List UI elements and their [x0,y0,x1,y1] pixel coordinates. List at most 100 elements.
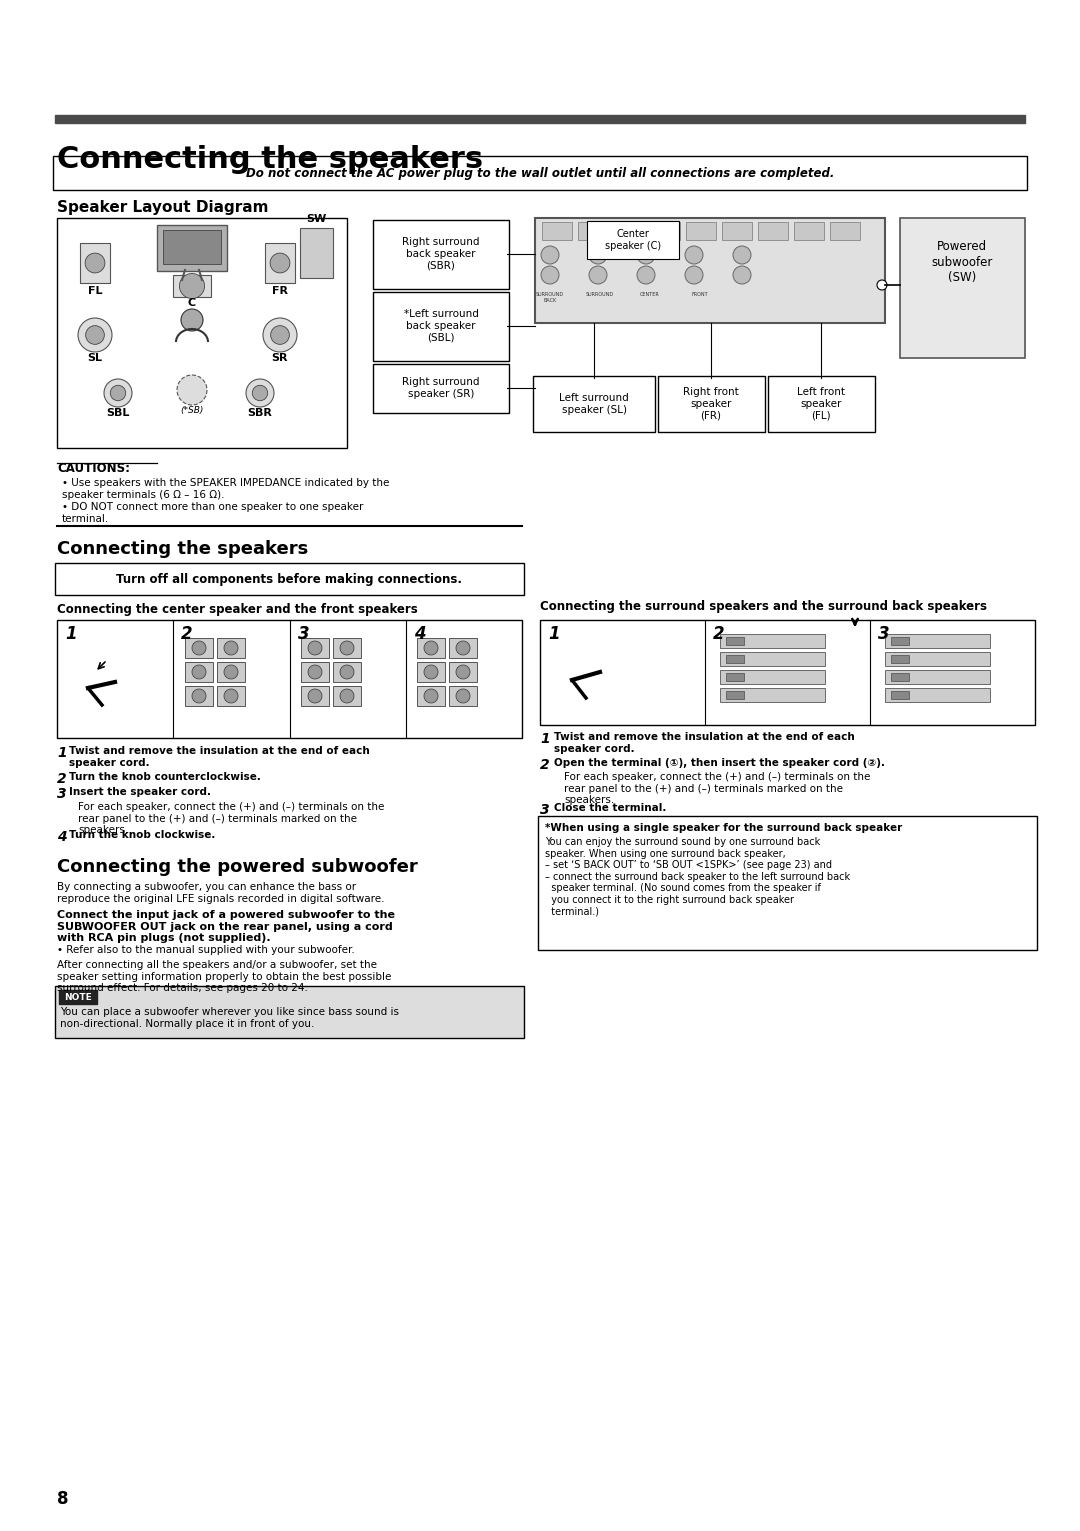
Text: Speaker Layout Diagram: Speaker Layout Diagram [57,201,269,214]
Circle shape [456,664,470,680]
Circle shape [177,375,207,406]
Text: SURROUND
BACK: SURROUND BACK [536,292,564,303]
Bar [726,637,744,645]
Bar [185,686,213,706]
Text: • DO NOT connect more than one speaker to one speaker
terminal.: • DO NOT connect more than one speaker t… [62,502,363,524]
Circle shape [270,253,289,273]
Text: FRONT: FRONT [691,292,708,297]
Bar [726,655,744,663]
Text: 2: 2 [713,625,725,643]
Circle shape [224,641,238,655]
Circle shape [85,253,105,273]
Circle shape [192,664,206,680]
Bar [265,243,295,283]
Bar [163,230,221,263]
Text: NOTE: NOTE [64,992,92,1001]
Bar [80,243,110,283]
Circle shape [685,246,703,263]
Circle shape [685,266,703,283]
Bar [57,620,522,738]
Text: Open the terminal (①), then insert the speaker cord (②).: Open the terminal (①), then insert the s… [554,758,885,769]
Bar [831,222,860,240]
FancyBboxPatch shape [55,563,524,596]
Bar [333,661,361,681]
Circle shape [78,318,112,352]
Text: 4: 4 [57,830,67,844]
Bar [185,661,213,681]
Text: Connecting the center speaker and the front speakers: Connecting the center speaker and the fr… [57,603,418,615]
Text: SURROUND: SURROUND [586,292,615,297]
Circle shape [104,380,132,407]
Circle shape [308,641,322,655]
Text: Connecting the surround speakers and the surround back speakers: Connecting the surround speakers and the… [540,600,987,612]
Bar [417,638,445,658]
Text: Connecting the speakers: Connecting the speakers [57,145,483,175]
Text: Twist and remove the insulation at the end of each
speaker cord.: Twist and remove the insulation at the e… [69,746,369,767]
Text: 2: 2 [57,772,67,785]
Bar [185,638,213,658]
Bar [686,222,716,240]
Text: Connecting the powered subwoofer: Connecting the powered subwoofer [57,857,418,876]
Bar [59,991,97,1004]
Circle shape [340,641,354,655]
Bar [540,620,1035,726]
Text: Powered
subwoofer
(SW): Powered subwoofer (SW) [931,240,993,283]
Text: You can place a subwoofer wherever you like since bass sound is
non-directional.: You can place a subwoofer wherever you l… [60,1007,399,1029]
FancyBboxPatch shape [373,220,509,289]
Bar [333,686,361,706]
Text: 3: 3 [57,787,67,801]
Text: SR: SR [272,354,288,363]
Circle shape [424,664,438,680]
Text: Left surround
speaker (SL): Left surround speaker (SL) [559,393,629,415]
Bar [726,674,744,681]
Bar [333,638,361,658]
Text: 1: 1 [548,625,559,643]
Bar [891,655,909,663]
Bar [301,638,329,658]
Text: Close the terminal.: Close the terminal. [554,802,666,813]
Bar [57,217,347,449]
Text: 3: 3 [297,625,309,643]
Circle shape [308,664,322,680]
Text: Connecting the speakers: Connecting the speakers [57,540,308,557]
Text: 2: 2 [540,758,550,772]
Text: By connecting a subwoofer, you can enhance the bass or
reproduce the original LF: By connecting a subwoofer, you can enhan… [57,882,384,903]
Text: SBR: SBR [247,407,272,418]
Text: Twist and remove the insulation at the end of each
speaker cord.: Twist and remove the insulation at the e… [554,732,854,753]
FancyBboxPatch shape [373,292,509,361]
Bar [578,222,608,240]
Circle shape [424,641,438,655]
FancyBboxPatch shape [373,364,509,413]
Bar [449,686,477,706]
Circle shape [340,664,354,680]
Text: 8: 8 [57,1490,68,1508]
Bar [720,652,825,666]
Text: Connect the input jack of a powered subwoofer to the
SUBWOOFER OUT jack on the r: Connect the input jack of a powered subw… [57,909,395,943]
Text: Right surround
speaker (SR): Right surround speaker (SR) [402,377,480,398]
Circle shape [733,266,751,283]
Bar [758,222,788,240]
Bar [449,661,477,681]
Bar [542,222,572,240]
Text: SW: SW [306,214,326,224]
Circle shape [877,280,887,289]
Circle shape [733,246,751,263]
Bar [720,634,825,648]
FancyBboxPatch shape [588,220,679,259]
FancyBboxPatch shape [157,225,227,271]
Bar [650,222,680,240]
Circle shape [85,326,105,344]
Circle shape [456,689,470,703]
FancyBboxPatch shape [534,377,654,432]
Text: Right front
speaker
(FR): Right front speaker (FR) [684,387,739,421]
Circle shape [456,641,470,655]
Circle shape [271,326,289,344]
Circle shape [181,309,203,331]
Bar [417,686,445,706]
Bar [217,638,245,658]
Text: Do not connect the AC power plug to the wall outlet until all connections are co: Do not connect the AC power plug to the … [246,167,834,179]
Text: SL: SL [87,354,103,363]
Text: C: C [188,299,197,308]
Bar [300,228,333,279]
Bar [885,652,990,666]
